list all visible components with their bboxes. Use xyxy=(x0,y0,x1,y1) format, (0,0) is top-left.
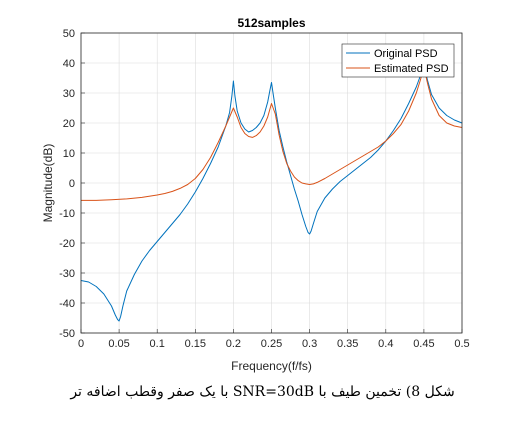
legend-label-original: Original PSD xyxy=(374,48,438,60)
y-tick-label: 20 xyxy=(63,118,75,130)
y-tick-label: 30 xyxy=(63,88,75,100)
chart-title: 512samples xyxy=(237,16,305,30)
y-tick-label: 10 xyxy=(63,148,75,160)
y-axis-label: Magnitude(dB) xyxy=(41,144,55,223)
y-tick-label: 50 xyxy=(63,28,75,40)
legend-label-estimated: Estimated PSD xyxy=(374,63,449,75)
x-tick-label: 0.1 xyxy=(150,338,165,350)
x-axis-label: Frequency(f/fs) xyxy=(231,359,312,373)
legend: Original PSD Estimated PSD xyxy=(341,43,455,78)
legend-box xyxy=(341,43,455,78)
x-tick-label: 0.4 xyxy=(378,338,393,350)
x-tick-label: 0.2 xyxy=(226,338,241,350)
x-tick-label: 0.35 xyxy=(337,338,358,350)
psd-figure: 0 0.05 0.1 0.15 0.2 0.25 0.3 0.35 0.4 0.45 0.5 -50 -… xyxy=(41,16,470,373)
figure-caption: شکل 8) تخمین طیف با SNR=30dB با یک صفر و… xyxy=(70,384,455,400)
series-line-estimated-psd xyxy=(81,67,463,201)
x-tick-label: 0.25 xyxy=(261,338,282,350)
y-tick-label: -40 xyxy=(59,298,75,310)
series-line-original-psd xyxy=(80,65,463,322)
y-tick-label: -30 xyxy=(59,268,75,280)
tick-group: 0 0.05 0.1 0.15 0.2 0.25 0.3 0.35 0.4 0.45 0.5 -50 -… xyxy=(59,28,470,350)
x-tick-label: 0 xyxy=(78,338,84,350)
y-tick-label: 40 xyxy=(63,58,75,70)
y-tick-label: -20 xyxy=(59,238,75,250)
x-tick-label: 0.45 xyxy=(413,338,434,350)
x-tick-label: 0.3 xyxy=(302,338,317,350)
x-tick-label: 0.15 xyxy=(185,338,206,350)
y-tick-label: -50 xyxy=(59,328,75,340)
y-tick-label: -10 xyxy=(59,208,75,220)
y-tick-label: 0 xyxy=(69,178,75,190)
series-group xyxy=(80,65,463,322)
x-tick-label: 0.05 xyxy=(108,338,129,350)
x-tick-label: 0.5 xyxy=(454,338,469,350)
